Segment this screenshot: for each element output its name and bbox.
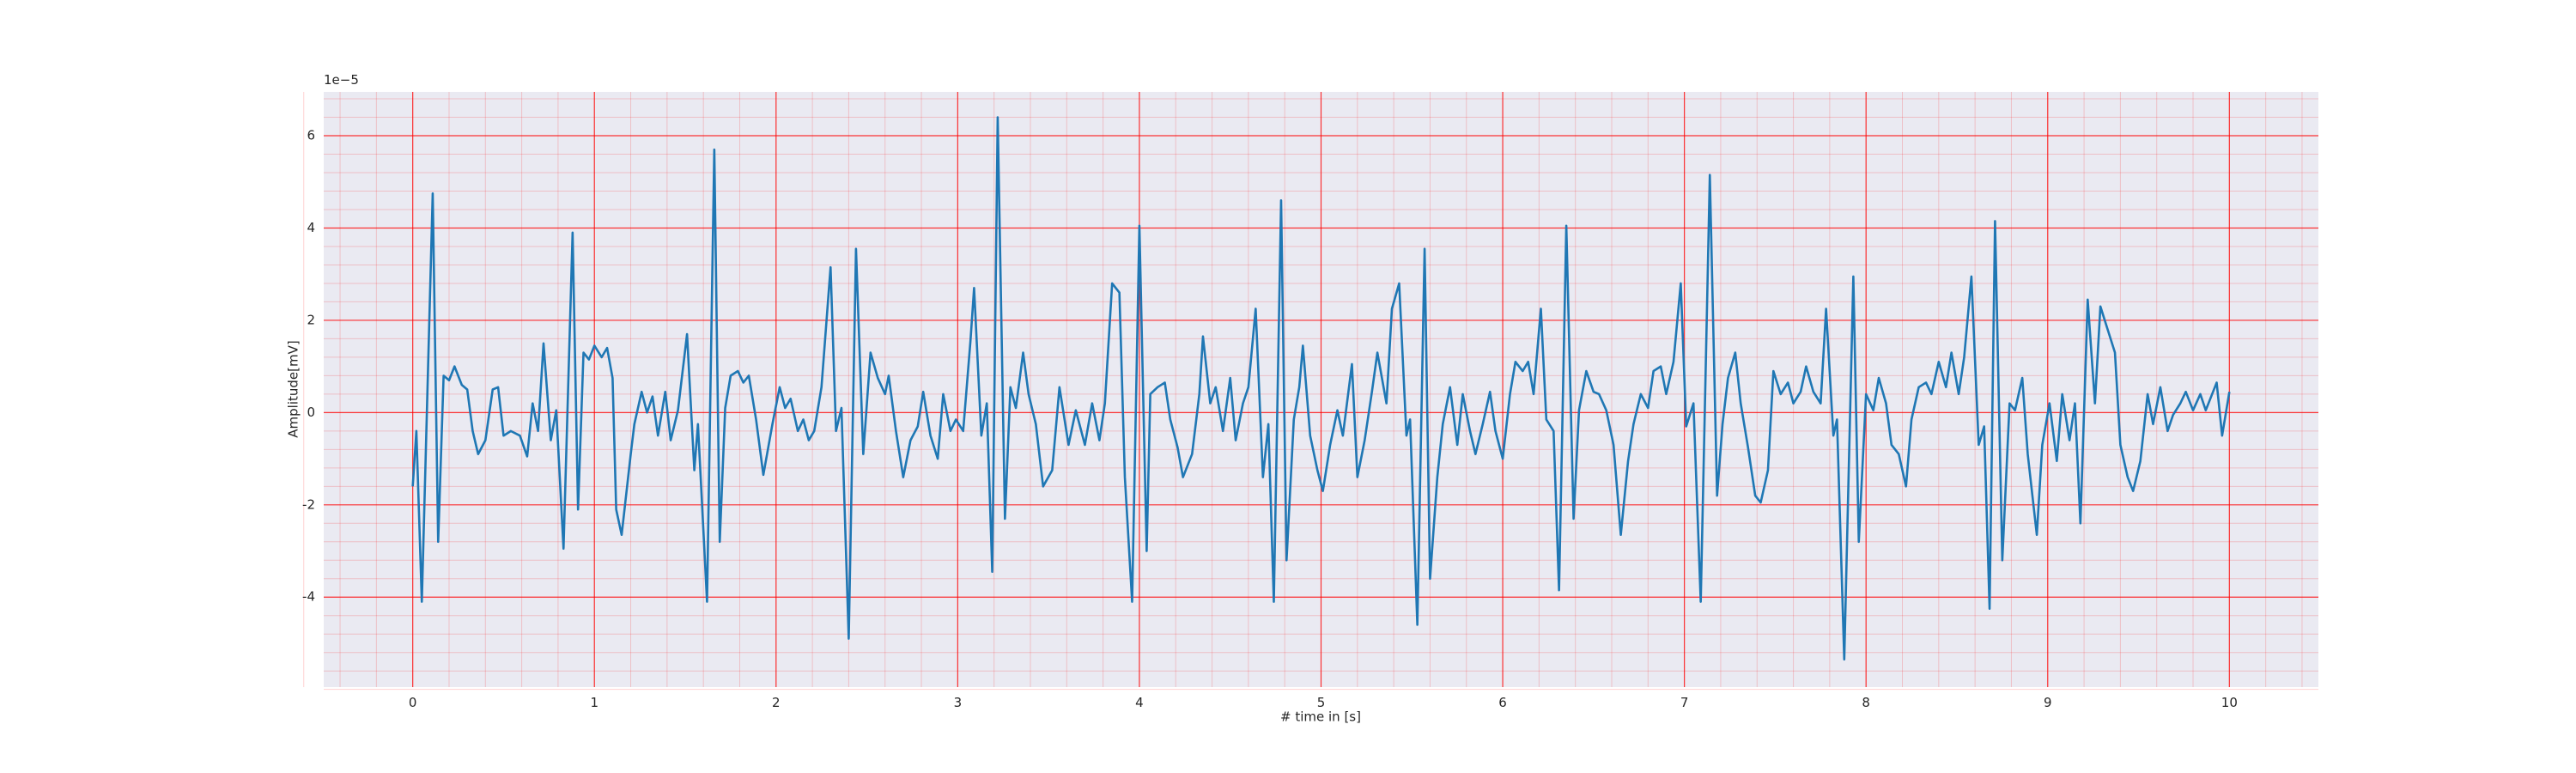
x-tick-label: 9 [2044,695,2052,710]
x-tick-label: 1 [590,695,598,710]
y-tick-label: -4 [302,589,315,605]
x-tick-label: 7 [1680,695,1689,710]
x-tick-label: 8 [1862,695,1870,710]
y-tick-label: 4 [307,220,315,235]
x-axis-label: # time in [s] [1280,709,1361,725]
y-tick-label: 6 [307,128,315,143]
x-tick-label: 0 [409,695,417,710]
y-tick-label: 2 [307,312,315,327]
y-offset-label: 1e−5 [324,72,359,88]
x-tick-label: 10 [2221,695,2238,710]
x-tick-label: 6 [1498,695,1507,710]
labels: # time in [s] Amplitude[mV] 1e−5 0 1 2 3 4 5 6… [286,72,2238,725]
lines [411,116,2231,661]
x-tick-label: 3 [954,695,963,710]
grid [303,92,2318,691]
y-axis-label: Amplitude[mV] [286,340,301,437]
x-tick-label: 5 [1317,695,1326,710]
y-tick-label: -2 [302,496,315,512]
x-tick-label: 2 [772,695,781,710]
y-tick-label: 0 [307,405,315,420]
x-tick-label: 4 [1135,695,1144,710]
signal-line [411,116,2231,661]
